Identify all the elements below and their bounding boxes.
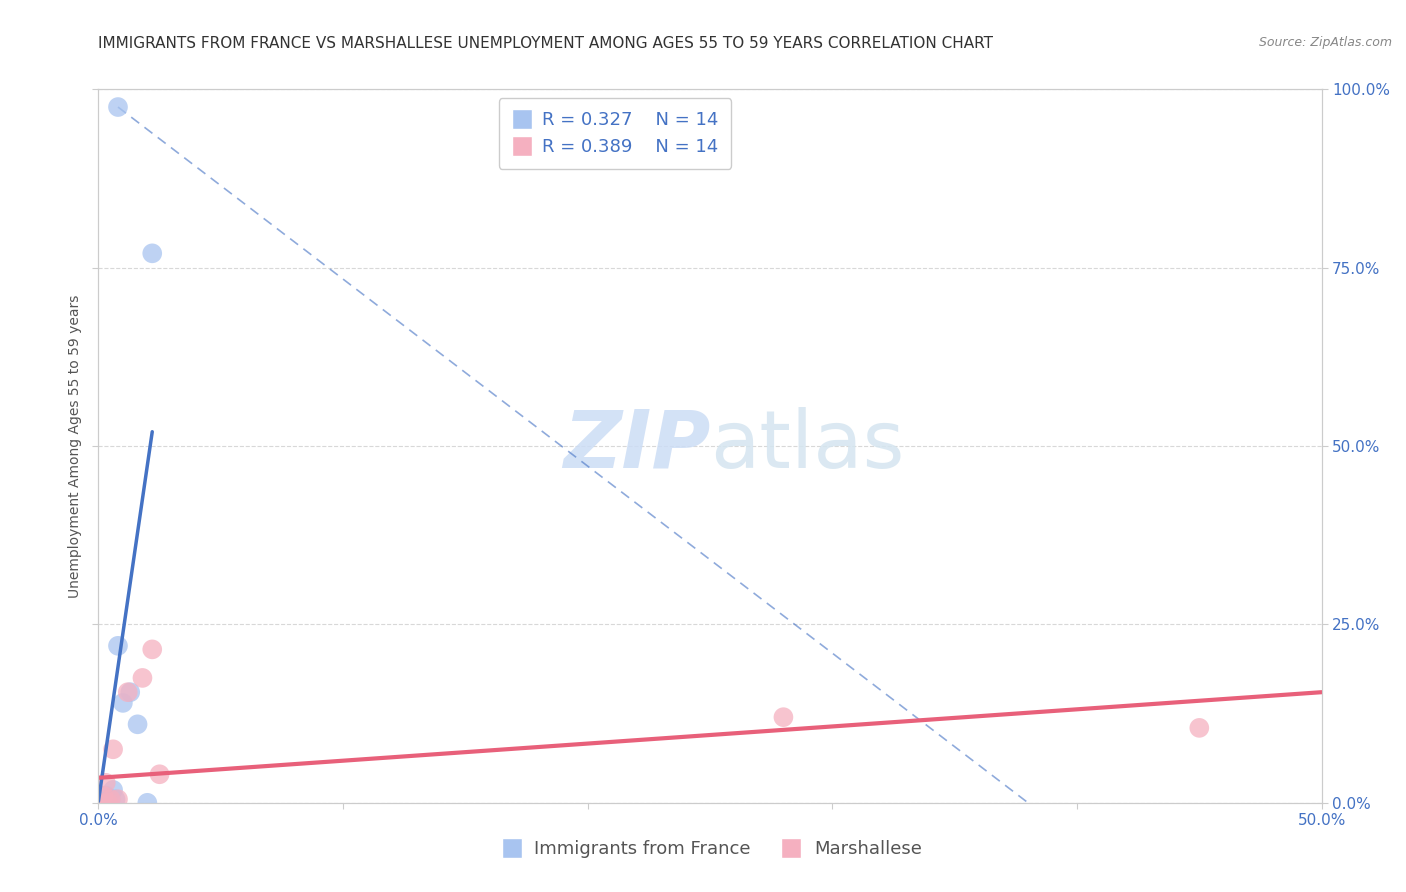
Point (91, 789, 114, 803)
Point (107, 792, 129, 806)
Point (111, 696, 134, 710)
Point (131, 671, 153, 685)
Point (101, 783, 124, 797)
Point (100, 792, 122, 806)
Text: Source: ZipAtlas.com: Source: ZipAtlas.com (1258, 36, 1392, 49)
Point (90, 796, 112, 810)
Point (117, 685, 139, 699)
Point (136, 796, 159, 810)
Point (104, 792, 127, 806)
Point (149, 767, 172, 781)
Point (120, 685, 142, 699)
Point (1188, 721, 1211, 735)
Point (107, 639, 129, 653)
Point (91, 796, 114, 810)
Text: atlas: atlas (710, 407, 904, 485)
Text: ZIP: ZIP (562, 407, 710, 485)
Point (100, 792, 122, 806)
Point (127, 717, 149, 731)
Text: IMMIGRANTS FROM FRANCE VS MARSHALLESE UNEMPLOYMENT AMONG AGES 55 TO 59 YEARS COR: IMMIGRANTS FROM FRANCE VS MARSHALLESE UN… (98, 36, 994, 51)
Point (141, 246, 163, 260)
Point (90, 794, 112, 808)
Point (141, 642, 163, 657)
Point (94, 789, 117, 803)
Point (97, 796, 120, 810)
Point (94, 776, 117, 790)
Point (91, 792, 114, 806)
Point (97, 796, 120, 810)
Y-axis label: Unemployment Among Ages 55 to 59 years: Unemployment Among Ages 55 to 59 years (67, 294, 82, 598)
Point (107, 100, 129, 114)
Point (772, 710, 794, 724)
Legend: Immigrants from France, Marshallese: Immigrants from France, Marshallese (491, 833, 929, 865)
Point (101, 742, 124, 756)
